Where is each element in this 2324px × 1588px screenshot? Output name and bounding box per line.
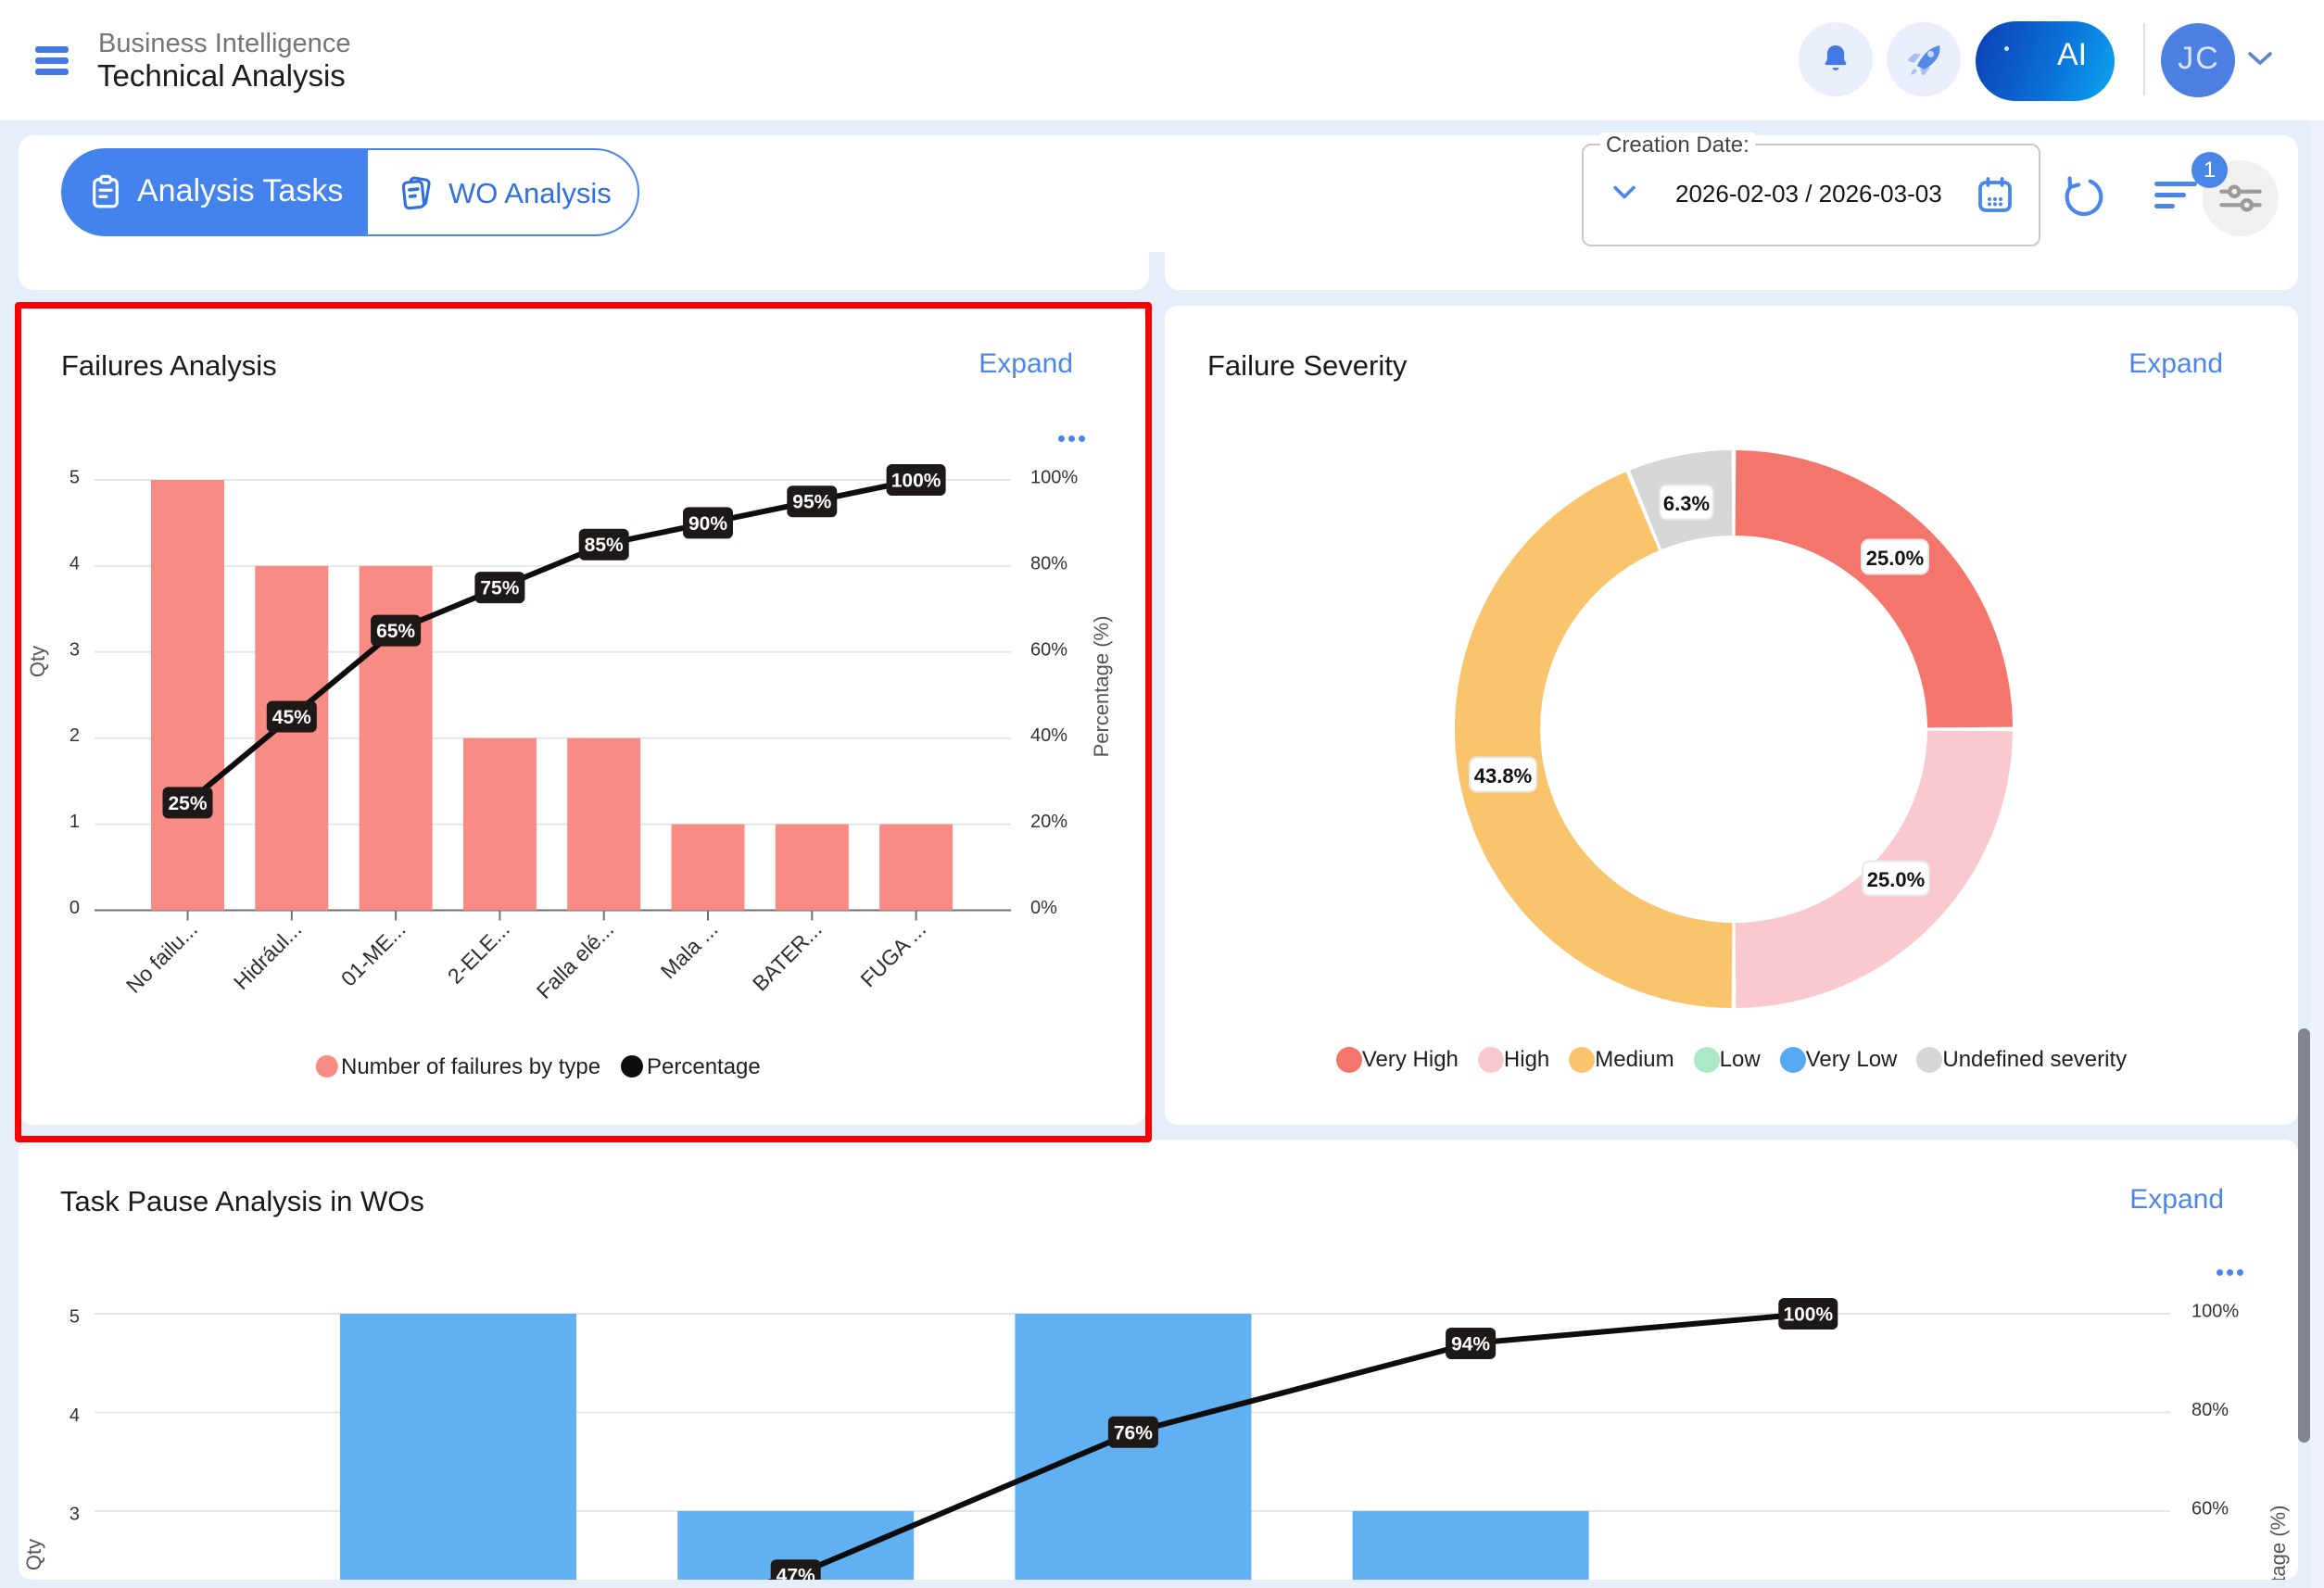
svg-text:76%: 76% [1114,1422,1153,1443]
svg-text:3: 3 [69,1505,80,1525]
svg-text:100%: 100% [2191,1302,2239,1322]
svg-text:0: 0 [69,898,80,918]
svg-text:60%: 60% [2191,1499,2229,1519]
svg-text:25.0%: 25.0% [1867,868,1925,891]
svg-text:40%: 40% [1030,725,1067,746]
svg-text:90%: 90% [688,513,727,535]
svg-text:Qty: Qty [22,1539,45,1570]
svg-text:Qty: Qty [26,646,49,677]
svg-text:5: 5 [69,468,80,488]
svg-text:80%: 80% [1030,553,1067,573]
svg-text:4: 4 [69,1405,80,1426]
svg-text:6.3%: 6.3% [1663,492,1710,515]
svg-text:Percentage (%): Percentage (%) [2267,1506,2290,1580]
svg-text:75%: 75% [480,578,519,599]
svg-text:80%: 80% [2191,1400,2229,1420]
svg-text:3: 3 [69,639,80,660]
svg-text:25%: 25% [168,793,207,814]
svg-text:1: 1 [69,812,80,832]
svg-text:4: 4 [69,553,80,573]
svg-text:43.8%: 43.8% [1474,764,1532,788]
svg-text:100%: 100% [1030,468,1078,488]
svg-text:65%: 65% [376,621,415,642]
svg-text:94%: 94% [1451,1334,1490,1355]
svg-text:60%: 60% [1030,639,1067,660]
svg-text:2: 2 [69,725,80,746]
svg-text:25.0%: 25.0% [1866,547,1924,570]
svg-text:Percentage: Percentage [647,1054,761,1079]
svg-text:100%: 100% [1783,1304,1833,1326]
svg-text:45%: 45% [272,707,311,728]
svg-text:0%: 0% [1030,898,1057,918]
svg-text:100%: 100% [891,471,941,492]
svg-text:47%: 47% [777,1566,815,1580]
svg-text:Number of failures by type: Number of failures by type [341,1054,600,1079]
svg-text:85%: 85% [585,535,624,556]
svg-text:5: 5 [69,1307,80,1328]
svg-text:Percentage (%): Percentage (%) [1090,616,1113,758]
svg-text:95%: 95% [792,492,831,513]
svg-text:20%: 20% [1030,812,1067,832]
